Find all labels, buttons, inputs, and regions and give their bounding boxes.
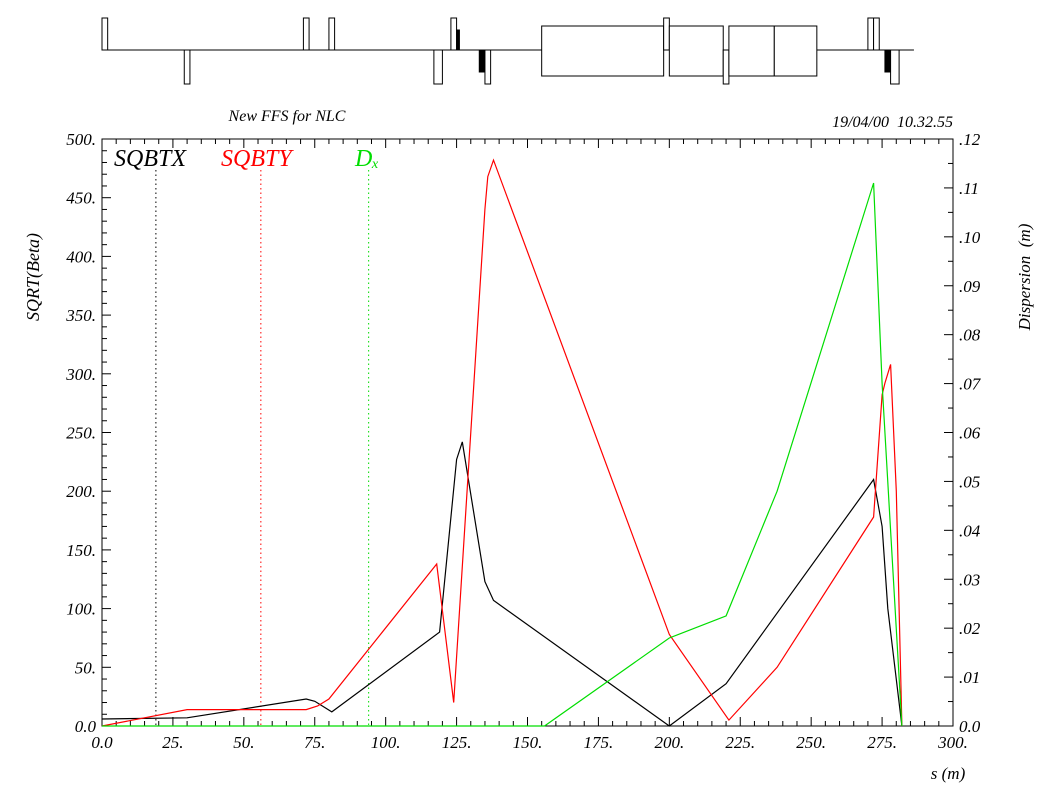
x-tick-label: 250. (796, 733, 826, 752)
lattice-quad (302, 17, 310, 51)
y-left-tick-label: 150. (66, 541, 96, 560)
y-left-tick-label: 100. (66, 600, 96, 619)
axis-ticks: 0.0 25. 50. 75. 100. 125. 150. 175. 200. 225. 250.… (65, 130, 982, 752)
lattice-quad (101, 17, 109, 51)
legend-label: SQBTX (114, 146, 187, 172)
y-right-tick-label: .01 (959, 668, 980, 687)
plot-border (101, 138, 954, 727)
y-left-tick-label: 400. (66, 247, 96, 266)
y-right-tick-label: .03 (959, 570, 980, 589)
lattice-bend (541, 25, 665, 77)
x-tick-label: 125. (442, 733, 472, 752)
y-right-tick-label: .12 (959, 130, 981, 149)
x-tick-label: 275. (867, 733, 897, 752)
series-line-d (102, 182, 903, 727)
y-left-tick-label: 450. (66, 189, 96, 208)
lattice-quad (867, 17, 875, 51)
x-tick-label: 225. (725, 733, 755, 752)
x-tick-label: 200. (654, 733, 684, 752)
y-left-tick-label: 350. (65, 306, 96, 325)
y-axis-label-left: SQRT(Beta) (23, 233, 44, 321)
y-right-tick-label: .11 (959, 179, 979, 198)
lattice-quad (722, 49, 730, 85)
x-tick-label: 175. (584, 733, 614, 752)
y-right-tick-label: .02 (959, 619, 981, 638)
lattice-quad (183, 49, 191, 85)
y-left-tick-label: 50. (75, 658, 96, 677)
y-left-tick-label: 200. (66, 482, 96, 501)
series-line-sqbty (101, 158, 903, 727)
lattice-quad (328, 17, 336, 51)
y-axis-label-right: Dispersion (m) (1015, 223, 1034, 331)
y-left-tick-label: 0.0 (75, 717, 97, 736)
lattice-bend (773, 25, 818, 77)
y-right-tick-label: 0.0 (959, 717, 981, 736)
x-tick-label: 100. (371, 733, 401, 752)
lattice-quad (663, 17, 670, 51)
lattice-bend (668, 25, 724, 77)
y-left-tick-label: 250. (66, 424, 96, 443)
beamline-lattice (101, 17, 914, 85)
x-tick-label: 25. (162, 733, 183, 752)
y-right-tick-label: .04 (959, 521, 981, 540)
lattice-sext (456, 29, 460, 51)
y-right-tick-label: .10 (959, 228, 981, 247)
lattice-quad (873, 17, 880, 51)
chart-title: New FFS for NLC (228, 108, 346, 125)
x-tick-label: 0.0 (91, 733, 113, 752)
y-right-tick-label: .05 (959, 472, 980, 491)
y-left-tick-label: 300. (65, 365, 96, 384)
x-tick-label: 300. (937, 733, 968, 752)
x-axis-label: s (m) (931, 764, 966, 783)
timestamp: 19/04/00 10.32.55 (832, 114, 953, 131)
legend-label: SQBTY (221, 146, 294, 172)
legend-label: Dₓ (354, 146, 379, 172)
x-tick-label: 75. (304, 733, 325, 752)
series-lines (101, 158, 903, 727)
lattice-quad (433, 49, 443, 85)
plot-frame (101, 138, 954, 727)
y-right-tick-label: .09 (959, 277, 981, 296)
series-line-sqbtx (101, 441, 903, 727)
y-right-tick-label: .07 (959, 375, 982, 394)
y-right-tick-label: .06 (959, 424, 981, 443)
legend: SQBTX SQBTY Dₓ (114, 146, 379, 726)
lattice-quad (890, 49, 900, 85)
x-tick-label: 50. (233, 733, 254, 752)
lattice-quad (484, 49, 492, 85)
lattice-bend (728, 25, 775, 77)
x-tick-label: 150. (513, 733, 543, 752)
y-left-tick-label: 500. (66, 130, 96, 149)
lattice-quad (450, 17, 458, 51)
y-right-tick-label: .08 (959, 326, 981, 345)
